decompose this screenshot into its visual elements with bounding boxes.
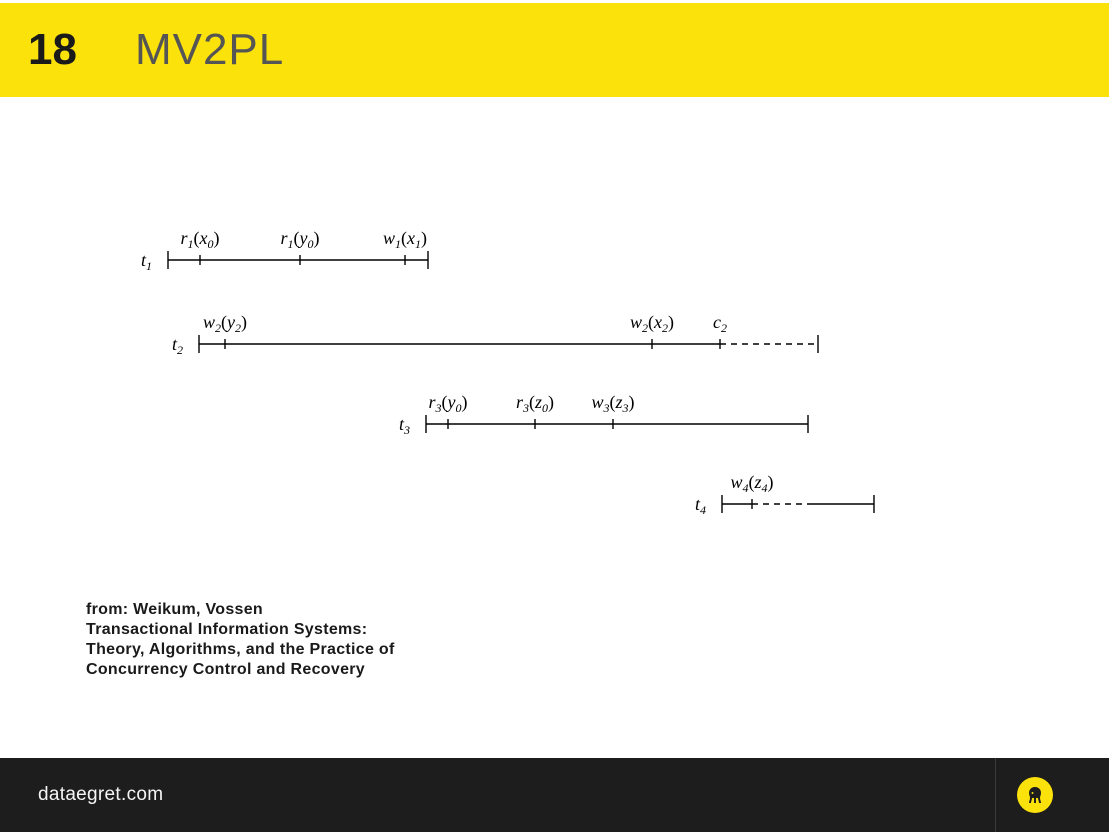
elephant-icon bbox=[1025, 785, 1045, 805]
timeline-label: t1 bbox=[141, 250, 152, 273]
citation-line: from: Weikum, Vossen bbox=[86, 600, 395, 620]
citation-line: Transactional Information Systems: bbox=[86, 620, 395, 640]
transaction-timeline-diagram: t1 r1(x0) r1(y0) w1(x1) t2 w2(y2) w2(x2) c2 t3 r3… bbox=[0, 200, 1109, 560]
svg-text:w2(x2): w2(x2) bbox=[630, 312, 674, 335]
svg-text:w2(y2): w2(y2) bbox=[203, 312, 247, 335]
slide-header: 18 MV2PL bbox=[0, 3, 1109, 97]
svg-text:w3(z3): w3(z3) bbox=[591, 392, 634, 415]
timeline-label: t4 bbox=[695, 494, 706, 517]
svg-text:w4(z4): w4(z4) bbox=[730, 472, 773, 495]
op-label: r1(x0) bbox=[180, 228, 219, 251]
svg-text:r3(y0): r3(y0) bbox=[428, 392, 467, 415]
citation-line: Concurrency Control and Recovery bbox=[86, 660, 395, 680]
op-label: w3(z3) bbox=[591, 392, 634, 415]
slide: 18 MV2PL t1 r1(x0) r1(y0) w1(x1) t2 w2(y2) w2(… bbox=[0, 0, 1109, 832]
op-label: w2(x2) bbox=[630, 312, 674, 335]
op-label: r1(y0) bbox=[280, 228, 319, 251]
footer-logo bbox=[1017, 777, 1053, 813]
op-label: w2(y2) bbox=[203, 312, 247, 335]
slide-number: 18 bbox=[28, 25, 77, 75]
timeline-label: t3 bbox=[399, 414, 410, 437]
op-label: r3(z0) bbox=[516, 392, 554, 415]
timeline-label: t2 bbox=[172, 334, 183, 357]
footer-brand: dataegret.com bbox=[38, 784, 163, 806]
citation-line: Theory, Algorithms, and the Practice of bbox=[86, 640, 395, 660]
svg-text:r1(y0): r1(y0) bbox=[280, 228, 319, 251]
footer-separator bbox=[995, 758, 996, 832]
slide-footer: dataegret.com bbox=[0, 758, 1109, 832]
op-label: w1(x1) bbox=[383, 228, 427, 251]
svg-text:r3(z0): r3(z0) bbox=[516, 392, 554, 415]
svg-text:c2: c2 bbox=[713, 312, 727, 335]
svg-text:r1(x0): r1(x0) bbox=[180, 228, 219, 251]
citation-block: from: Weikum, VossenTransactional Inform… bbox=[86, 600, 395, 680]
op-label: c2 bbox=[713, 312, 727, 335]
op-label: r3(y0) bbox=[428, 392, 467, 415]
op-label: w4(z4) bbox=[730, 472, 773, 495]
slide-title: MV2PL bbox=[135, 25, 284, 75]
svg-text:w1(x1): w1(x1) bbox=[383, 228, 427, 251]
